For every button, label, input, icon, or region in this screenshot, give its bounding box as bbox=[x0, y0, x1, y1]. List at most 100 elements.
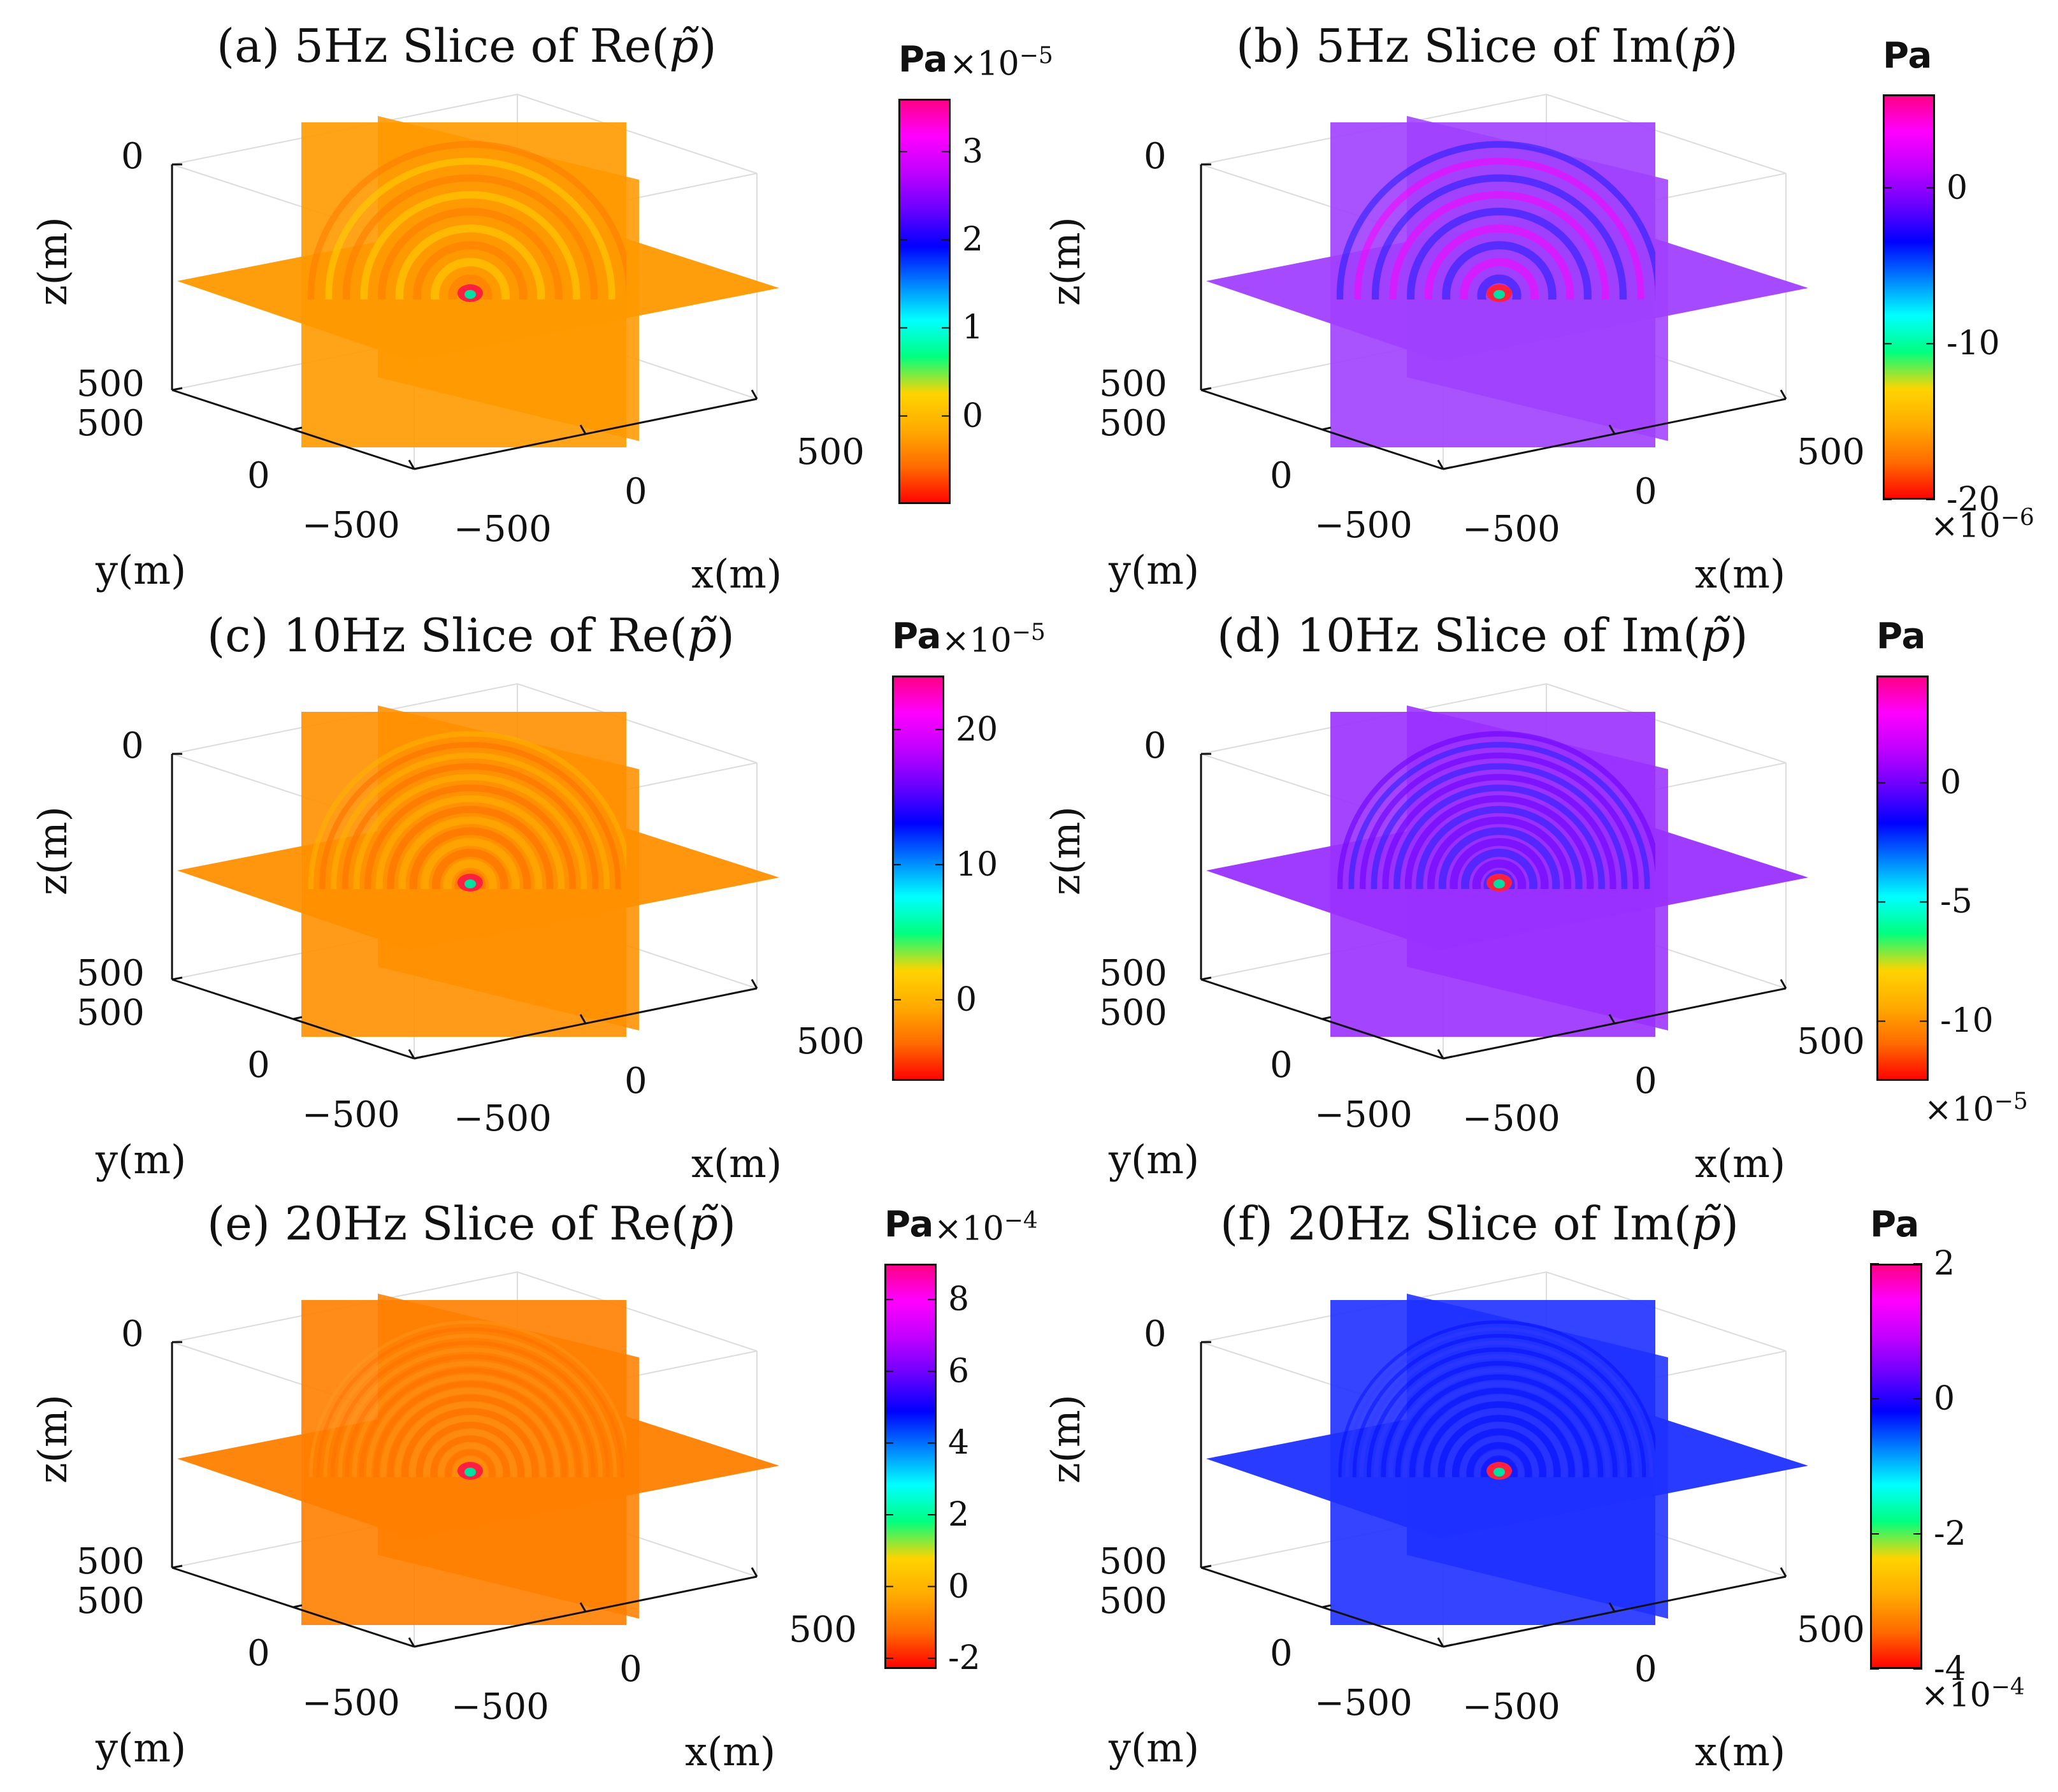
wave-ring bbox=[1352, 1334, 1646, 1477]
colorbar-tick: 0 bbox=[1940, 763, 1962, 802]
z-tick-0: 0 bbox=[1144, 725, 1167, 767]
wave-ring bbox=[1404, 795, 1594, 889]
x-tick-neg500: −500 bbox=[1462, 1098, 1560, 1139]
x-tick-500: 500 bbox=[789, 1609, 857, 1651]
x-tick-0: 0 bbox=[624, 1060, 647, 1102]
panel-a: (a) 5Hz Slice of Re(p̃) z(m) y(m) x(m) 0… bbox=[0, 0, 1053, 594]
z-tick-0: 0 bbox=[121, 1313, 144, 1355]
wave-ring bbox=[443, 859, 498, 889]
x-tick-500: 500 bbox=[796, 1021, 865, 1062]
colorbar-multiplier: ×10−5 bbox=[942, 619, 1046, 660]
wave-ring bbox=[331, 752, 610, 889]
axis-lines bbox=[171, 1341, 758, 1648]
wave-ring bbox=[398, 816, 542, 889]
colorbar bbox=[884, 1264, 937, 1669]
x-axis-label: x(m) bbox=[685, 1728, 776, 1775]
x-tick-mark bbox=[1437, 459, 1444, 470]
colorbar-tick: 6 bbox=[948, 1352, 970, 1391]
wave-ring bbox=[1389, 191, 1609, 300]
x-tick-0: 0 bbox=[1634, 1060, 1657, 1102]
colorbar bbox=[1883, 94, 1935, 500]
panel-b: (b) 5Hz Slice of Im(p̃) z(m) y(m) x(m) 0… bbox=[1029, 0, 2058, 594]
y-tick-0: 0 bbox=[247, 1633, 270, 1674]
wave-ring bbox=[408, 1415, 532, 1477]
x-tick-mark bbox=[1437, 1049, 1444, 1059]
colorbar-gradient bbox=[898, 99, 951, 504]
panel-c: (c) 10Hz Slice of Re(p̃) z(m) y(m) x(m) … bbox=[0, 589, 1046, 1183]
axes-3d bbox=[171, 93, 951, 504]
source-core bbox=[1493, 1468, 1505, 1477]
y-tick-0: 0 bbox=[1270, 1044, 1293, 1086]
xy-slice-plane bbox=[177, 1388, 779, 1538]
wave-ring bbox=[413, 241, 528, 300]
colorbar-tick: -2 bbox=[948, 1639, 981, 1678]
x-tick-mark bbox=[579, 1014, 587, 1024]
wave-ring bbox=[364, 784, 576, 889]
z-tick-500: 500 bbox=[1099, 953, 1167, 994]
colorbar-unit: Pa bbox=[898, 39, 948, 80]
wave-ring bbox=[1438, 827, 1560, 889]
y-tick-500: 500 bbox=[1099, 992, 1167, 1034]
panel-title: (c) 10Hz Slice of Re(p̃) bbox=[207, 609, 735, 662]
wave-ring bbox=[345, 1354, 596, 1477]
wave-ring bbox=[1381, 1361, 1618, 1477]
wave-ring bbox=[1480, 1455, 1518, 1477]
wave-rings bbox=[309, 1320, 626, 1477]
x-axis-label: x(m) bbox=[1695, 1140, 1786, 1187]
y-tick-500: 500 bbox=[76, 1580, 145, 1622]
wave-ring bbox=[430, 257, 510, 300]
x-tick-mark bbox=[579, 1602, 587, 1612]
wave-ring bbox=[409, 827, 531, 889]
x-tick-0: 0 bbox=[1634, 1649, 1657, 1690]
y-axis-label: y(m) bbox=[96, 1724, 187, 1771]
source-core bbox=[1493, 879, 1505, 888]
wave-ring bbox=[380, 1387, 560, 1477]
x-tick-500: 500 bbox=[1797, 1609, 1865, 1651]
z-tick-500: 500 bbox=[1099, 1541, 1167, 1582]
colorbar-tick: -5 bbox=[1940, 883, 1973, 921]
x-tick-500: 500 bbox=[1797, 1021, 1865, 1062]
x-tick-neg500: −500 bbox=[451, 1686, 549, 1728]
z-axis-label: z(m) bbox=[1042, 806, 1089, 895]
wave-ring bbox=[1416, 1394, 1582, 1477]
x-tick-0: 0 bbox=[1634, 471, 1657, 512]
wave-ring bbox=[366, 1374, 575, 1477]
x-tick-mark bbox=[1608, 424, 1616, 435]
y-tick-mark bbox=[292, 1604, 303, 1608]
wave-ring bbox=[308, 731, 626, 889]
panel-title: (a) 5Hz Slice of Re(p̃) bbox=[217, 19, 717, 73]
panel-title: (e) 20Hz Slice of Re(p̃) bbox=[207, 1197, 737, 1250]
colorbar-unit: Pa bbox=[1883, 35, 1932, 76]
colorbar-tick: -10 bbox=[1940, 1002, 1994, 1041]
x-tick-mark bbox=[751, 979, 758, 989]
wave-ring bbox=[1402, 1381, 1597, 1477]
axis-lines bbox=[1200, 1341, 1787, 1648]
colorbar-tick: 4 bbox=[948, 1424, 970, 1463]
x-tick-neg500: −500 bbox=[1462, 509, 1560, 550]
colorbar-tick: -2 bbox=[1934, 1515, 1966, 1553]
wave-ring bbox=[1388, 1368, 1611, 1477]
wave-ring bbox=[415, 1421, 525, 1477]
wave-ring bbox=[1459, 1435, 1539, 1477]
wave-ring bbox=[1427, 816, 1571, 889]
y-tick-500: 500 bbox=[76, 992, 145, 1034]
colorbar-multiplier: ×10−5 bbox=[1924, 1088, 2028, 1129]
source-core bbox=[464, 879, 476, 888]
x-axis-label: x(m) bbox=[1695, 1728, 1786, 1775]
y-axis-label: y(m) bbox=[1109, 1136, 1200, 1183]
x-tick-mark bbox=[1780, 389, 1787, 400]
wave-ring bbox=[451, 1455, 489, 1477]
source-core bbox=[464, 290, 476, 299]
z-axis-label: z(m) bbox=[1042, 1394, 1089, 1484]
y-tick-mark bbox=[1321, 1604, 1332, 1608]
z-tick-mark bbox=[171, 1564, 183, 1569]
colorbar-tick: 2 bbox=[1934, 1245, 1955, 1283]
wave-ring bbox=[1461, 848, 1537, 889]
colorbar bbox=[1876, 676, 1929, 1081]
y-axis-label: y(m) bbox=[96, 1136, 187, 1183]
y-tick-mark bbox=[414, 1644, 424, 1648]
x-tick-0: 0 bbox=[619, 1649, 642, 1690]
wave-ring bbox=[437, 1442, 503, 1477]
colorbar-tick: 20 bbox=[956, 710, 998, 749]
y-tick-neg500: −500 bbox=[302, 1682, 400, 1724]
